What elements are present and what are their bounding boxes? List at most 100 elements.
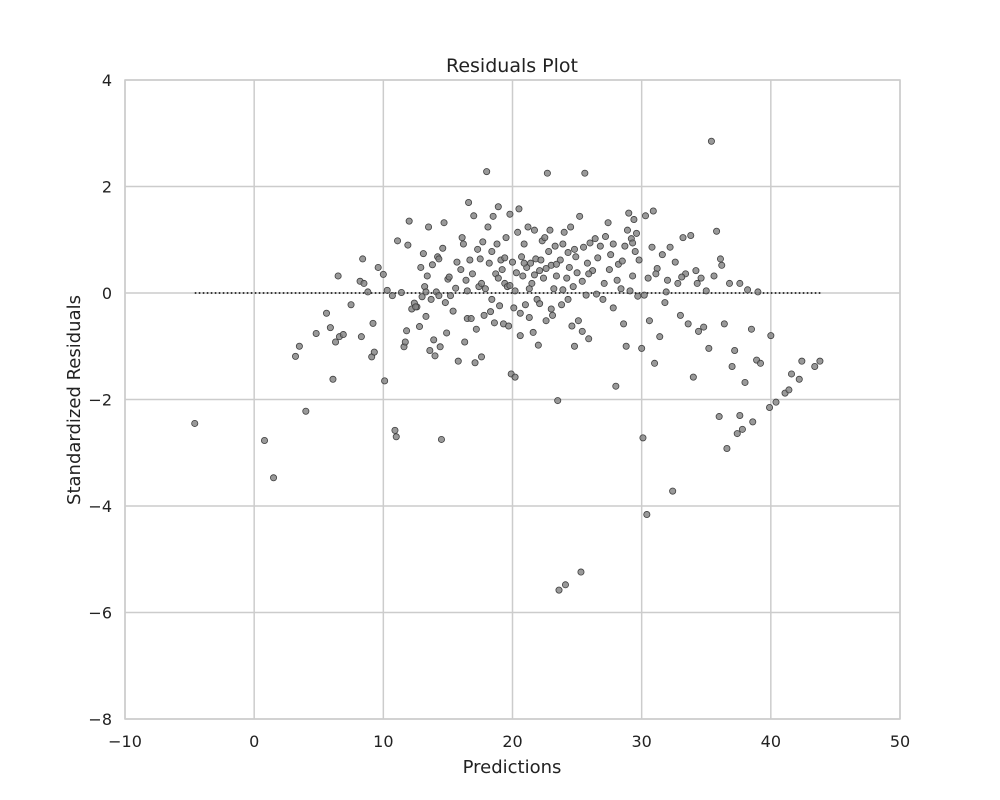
scatter-point [585, 335, 593, 343]
x-tick-label: 20 [502, 732, 522, 751]
scatter-point [518, 253, 526, 261]
scatter-point [339, 331, 347, 339]
scatter-point [586, 239, 594, 247]
y-tick-label: 2 [102, 178, 112, 197]
scatter-point [441, 299, 449, 307]
scatter-point [749, 418, 757, 426]
scatter-point [449, 307, 457, 315]
scatter-point [516, 309, 524, 317]
scatter-point [715, 413, 723, 421]
scatter-point [609, 304, 617, 312]
scatter-point [559, 286, 567, 294]
scatter-point [471, 359, 479, 367]
scatter-point [443, 329, 451, 337]
scatter-point [676, 311, 684, 319]
scatter-point [374, 263, 382, 271]
scatter-point [666, 243, 674, 251]
scatter-point [757, 359, 765, 367]
scatter-point [723, 444, 731, 452]
x-tick-label: 10 [373, 732, 393, 751]
scatter-point [405, 217, 413, 225]
scatter-point [454, 357, 462, 365]
scatter-point [561, 581, 569, 589]
scatter-point [772, 398, 780, 406]
scatter-point [466, 256, 474, 264]
scatter-point [191, 419, 199, 427]
scatter-point [747, 325, 755, 333]
scatter-point [487, 308, 495, 316]
x-tick-label: −10 [108, 732, 142, 751]
scatter-point [607, 251, 615, 259]
y-tick-label: 4 [102, 71, 112, 90]
scatter-point [394, 237, 402, 245]
scatter-point [472, 325, 480, 333]
scatter-point [766, 403, 774, 411]
scatter-point [529, 328, 537, 336]
scatter-point [785, 386, 793, 394]
scatter-point [726, 279, 734, 287]
scatter-point [744, 286, 752, 294]
scatter-point [741, 378, 749, 386]
scatter-point [369, 319, 377, 327]
scatter-point [426, 347, 434, 355]
scatter-point [484, 223, 492, 231]
scatter-point [692, 267, 700, 275]
scatter-point [592, 290, 600, 298]
scatter-point [569, 283, 577, 291]
scatter-point [578, 277, 586, 285]
scatter-point [618, 257, 626, 265]
scatter-point [461, 338, 469, 346]
tick-labels: −10 0 10 20 30 40 50 −8 −6 −4 −2 0 2 4 [88, 71, 910, 751]
scatter-point [736, 279, 744, 287]
scatter-point [515, 205, 523, 213]
scatter-point [545, 247, 553, 255]
scatter-point [439, 244, 447, 252]
scatter-point [576, 212, 584, 220]
scatter-point [662, 288, 670, 296]
scatter-point [651, 359, 659, 367]
scatter-point [605, 266, 613, 274]
scatter-point [334, 272, 342, 280]
scatter-point [639, 434, 647, 442]
y-tick-label: −4 [88, 497, 112, 516]
scatter-point [417, 263, 425, 271]
scatter-point [530, 226, 538, 234]
scatter-point [514, 228, 522, 236]
scatter-point [530, 271, 538, 279]
scatter-point [379, 270, 387, 278]
scatter-point [738, 425, 746, 433]
scatter-point [525, 313, 533, 321]
scatter-point [511, 287, 519, 295]
x-tick-label: 50 [890, 732, 910, 751]
scatter-point [716, 255, 724, 263]
scatter-point [728, 362, 736, 370]
scatter-point [494, 203, 502, 211]
scatter-point [599, 295, 607, 303]
x-tick-label: 40 [761, 732, 781, 751]
scatter-point [568, 322, 576, 330]
x-axis-label: Predictions [463, 757, 562, 778]
scatter-point [505, 322, 513, 330]
scatter-point [600, 279, 608, 287]
scatter-point [710, 272, 718, 280]
scatter-point [591, 235, 599, 243]
scatter-point [360, 279, 368, 287]
scatter-point [546, 226, 554, 234]
scatter-point [436, 343, 444, 351]
scatter-point [559, 240, 567, 248]
scatter-point [453, 258, 461, 266]
scatter-point [543, 169, 551, 177]
scatter-point [423, 272, 431, 280]
scatter-point [489, 212, 497, 220]
scatter-point [645, 317, 653, 325]
scatter-point [664, 276, 672, 284]
scatter-point [736, 411, 744, 419]
scatter-point [697, 274, 705, 282]
scatter-point [594, 254, 602, 262]
scatter-point [556, 256, 564, 264]
scatter-point [718, 261, 726, 269]
scatter-point [510, 304, 518, 312]
y-tick-label: −6 [88, 604, 112, 623]
scatter-point [502, 234, 510, 242]
x-tick-label: 30 [631, 732, 651, 751]
